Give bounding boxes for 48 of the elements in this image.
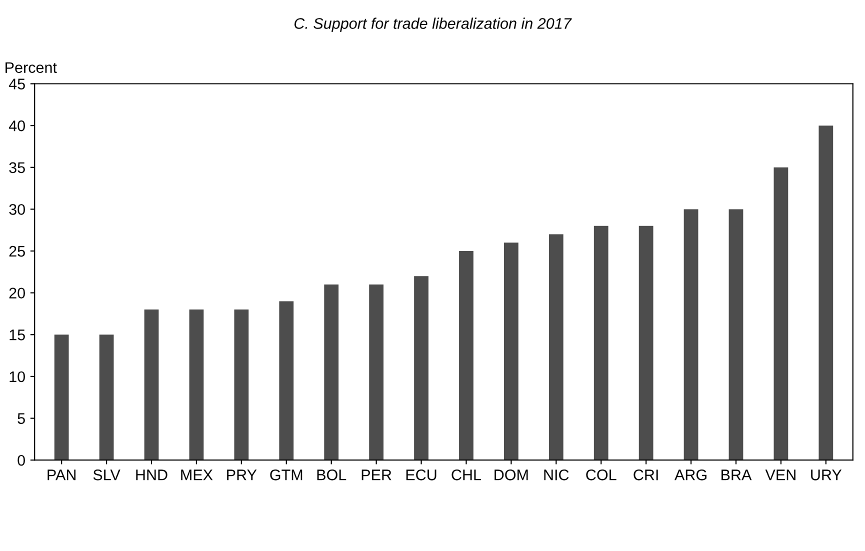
y-tick-label: 25 xyxy=(9,246,25,257)
bar xyxy=(638,226,654,460)
y-tick-label: 15 xyxy=(10,330,25,340)
bar xyxy=(774,167,788,460)
bar xyxy=(54,334,69,460)
x-tick-label: VEN xyxy=(765,470,796,480)
x-tick-label: GTM xyxy=(270,470,302,480)
bar xyxy=(459,251,474,460)
y-tick-label: 35 xyxy=(9,162,25,174)
x-tick-label: MEX xyxy=(181,470,213,480)
x-tick-label: NIC xyxy=(544,470,569,480)
bar xyxy=(728,209,744,460)
x-tick-label: URY xyxy=(811,470,842,480)
y-tick-label: 10 xyxy=(10,371,25,382)
y-axis-title: Percent xyxy=(6,62,57,73)
bar xyxy=(414,276,428,460)
x-tick-label: SLV xyxy=(93,470,120,480)
bar xyxy=(504,242,518,460)
x-tick-label: PRY xyxy=(227,470,257,480)
x-tick-label: BOL xyxy=(317,470,346,480)
bar xyxy=(324,284,339,460)
bar xyxy=(548,234,564,460)
x-tick-label: CHL xyxy=(452,470,481,480)
x-tick-label: BRA xyxy=(722,470,752,480)
bar xyxy=(99,334,114,460)
chart-title: C. Support for trade liberalization in 2017 xyxy=(294,18,572,32)
x-tick-label: ECU xyxy=(406,470,436,480)
bar xyxy=(279,301,294,460)
x-tick-label: CRI xyxy=(634,470,658,480)
x-tick-label: PER xyxy=(362,470,392,480)
x-tick-label: PAN xyxy=(48,470,76,480)
bar xyxy=(234,310,249,460)
bar xyxy=(818,126,834,460)
bar xyxy=(189,310,204,460)
x-tick-label: HND xyxy=(136,470,168,480)
bar xyxy=(144,310,159,460)
y-tick-label: 30 xyxy=(9,204,25,215)
x-tick-label: ARG xyxy=(674,470,706,480)
y-tick-label: 45 xyxy=(8,78,25,90)
x-tick-label: COL xyxy=(586,470,616,480)
y-tick-label: 5 xyxy=(18,413,25,424)
y-tick-label: 40 xyxy=(8,120,25,132)
bar xyxy=(684,209,698,460)
x-tick-label: DOM xyxy=(494,470,528,480)
y-tick-label: 0 xyxy=(18,454,25,466)
bar xyxy=(369,284,384,460)
y-tick-label: 20 xyxy=(9,288,25,299)
bar xyxy=(594,226,608,460)
